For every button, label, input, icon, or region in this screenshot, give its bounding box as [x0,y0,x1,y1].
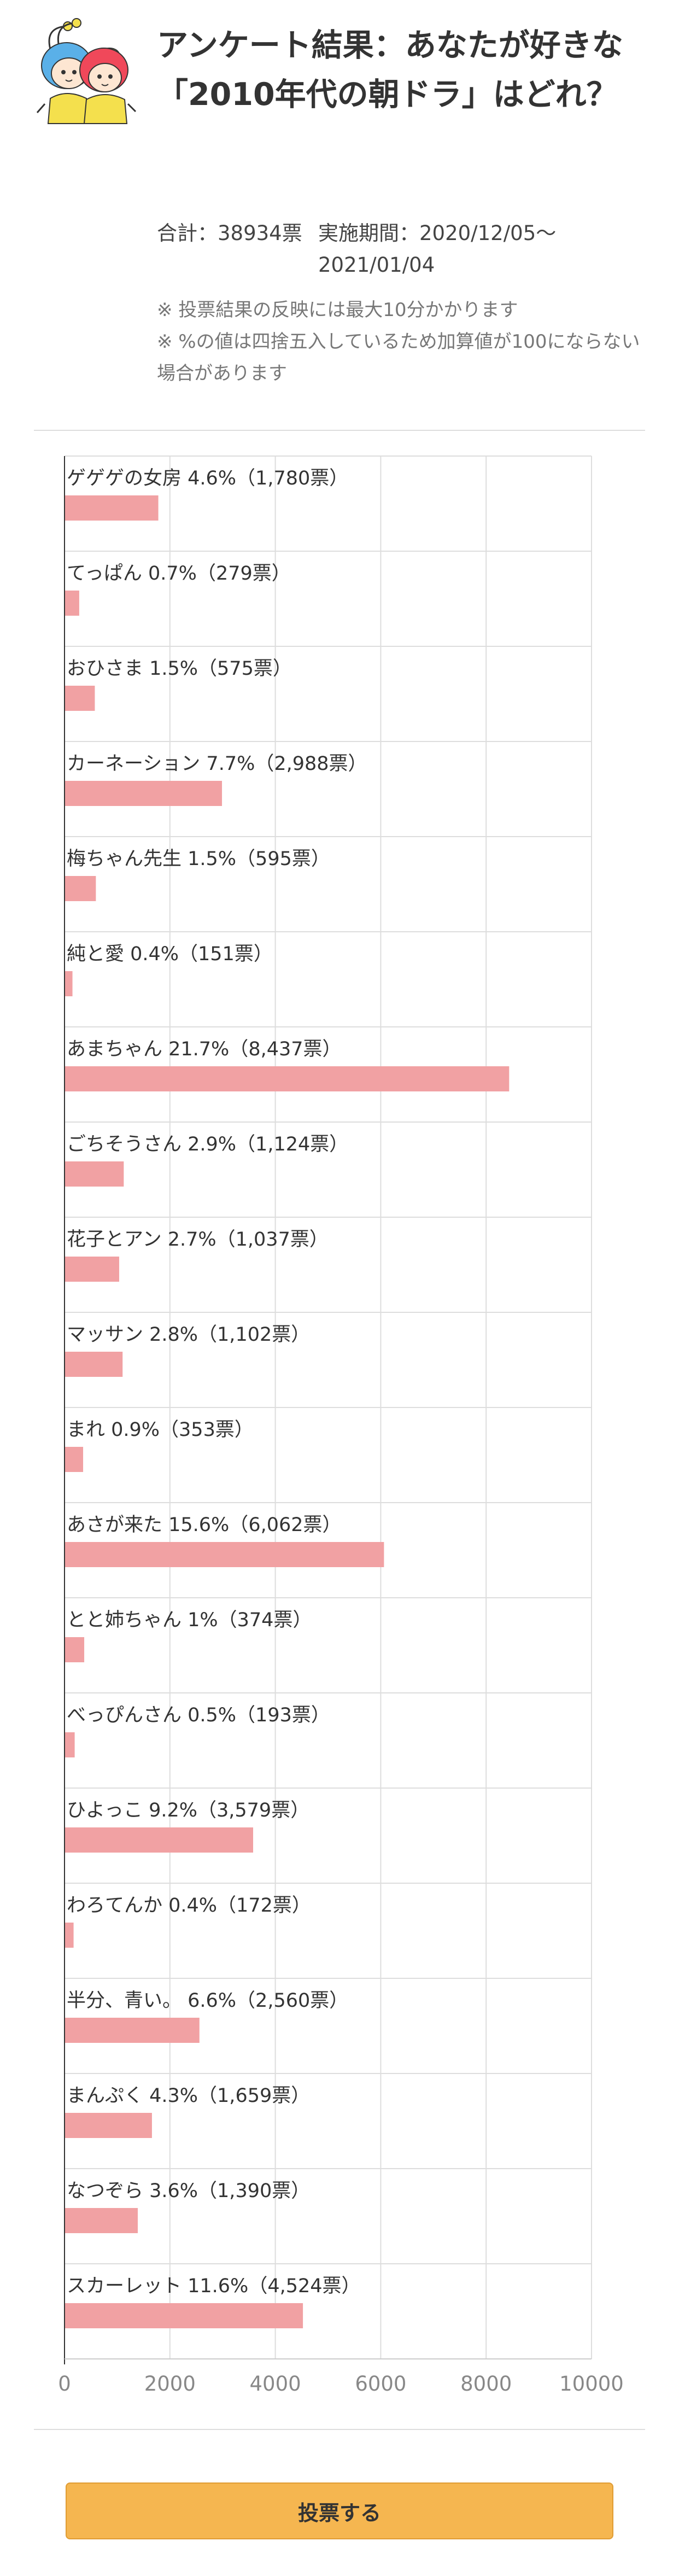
bar [65,1637,85,1662]
bar-label: ごちそうさん 2.9%（1,124票） [67,1134,348,1155]
bar [65,971,73,996]
bar [65,1923,74,1948]
x-tick-label: 0 [58,2372,71,2396]
bar-label: カーネーション 7.7%（2,988票） [67,753,367,775]
bar [65,781,223,806]
bar-label: とと姉ちゃん 1%（374票） [67,1609,312,1631]
survey-header: アンケート結果：あなたが好きな「2010年代の朝ドラ」はどれ？ 合計：38934… [0,0,679,416]
results-bar-chart: ゲゲゲの女房 4.6%（1,780票） てっぱん 0.7%（279票） おひさま 1… [58,455,624,2396]
bar-label: 純と愛 0.4%（151票） [67,943,273,965]
bar [65,686,95,711]
bar-label: おひさま 1.5%（575票） [67,658,292,680]
bar-label: マッサン 2.8%（1,102票） [67,1324,310,1346]
bar-label: あさが来た 15.6%（6,062票） [67,1514,342,1536]
bar [65,2303,303,2328]
note-reflection-delay: ※ 投票結果の反映には最大10分かかります [157,299,518,321]
x-tick-label: 2000 [144,2372,196,2396]
survey-period: 実施期間：2020/12/05〜2021/01/04 [318,221,557,277]
bar-label: ひよっこ 9.2%（3,579票） [67,1800,309,1821]
bar-label: べっぴんさん 0.5%（193票） [67,1704,330,1726]
twin-mascot-icon [36,18,137,124]
bar [65,495,159,521]
bar-label: まんぷく 4.3%（1,659票） [67,2085,310,2107]
bar [65,1352,123,1377]
vote-total: 合計：38934票 [157,221,302,245]
bar-label: まれ 0.9%（353票） [67,1419,254,1441]
bar-label: あまちゃん 21.7%（8,437票） [67,1038,342,1060]
bar [65,1447,84,1472]
x-tick-label: 4000 [250,2372,301,2396]
vote-button[interactable]: 投票する [66,2482,613,2539]
bar [65,1161,124,1187]
bar [65,876,96,901]
bar [65,2018,200,2043]
bar [65,1827,254,1853]
bar [65,591,79,616]
bar-label: 半分、青い。 6.6%（2,560票） [67,1990,348,2012]
bar [65,2113,152,2138]
x-tick-label: 10000 [559,2372,624,2396]
bar [65,1542,384,1567]
bar [65,1732,75,1757]
survey-notes: ※ 投票結果の反映には最大10分かかります ※ %の値は四捨五入しているため加算… [157,294,649,389]
divider-top [34,430,645,431]
bar-label: てっぱん 0.7%（279票） [67,563,291,585]
x-tick-label: 8000 [460,2372,512,2396]
bar [65,1066,510,1091]
bar-label: スカーレット 11.6%（4,524票） [67,2275,361,2297]
bar-label: わろてんか 0.4%（172票） [67,1895,311,1917]
note-rounding: ※ %の値は四捨五入しているため加算値が100にならない場合があります [157,331,640,384]
bar [65,1257,119,1282]
bar [65,2208,138,2233]
divider-bottom [34,2429,645,2430]
bar-label: ゲゲゲの女房 4.6%（1,780票） [67,468,348,489]
x-tick-label: 6000 [355,2372,406,2396]
bar-label: 花子とアン 2.7%（1,037票） [67,1229,329,1251]
bar-label: なつぞら 3.6%（1,390票） [67,2180,310,2202]
page-title: アンケート結果：あなたが好きな「2010年代の朝ドラ」はどれ？ [157,27,623,113]
bar-label: 梅ちゃん先生 1.5%（595票） [67,848,330,870]
